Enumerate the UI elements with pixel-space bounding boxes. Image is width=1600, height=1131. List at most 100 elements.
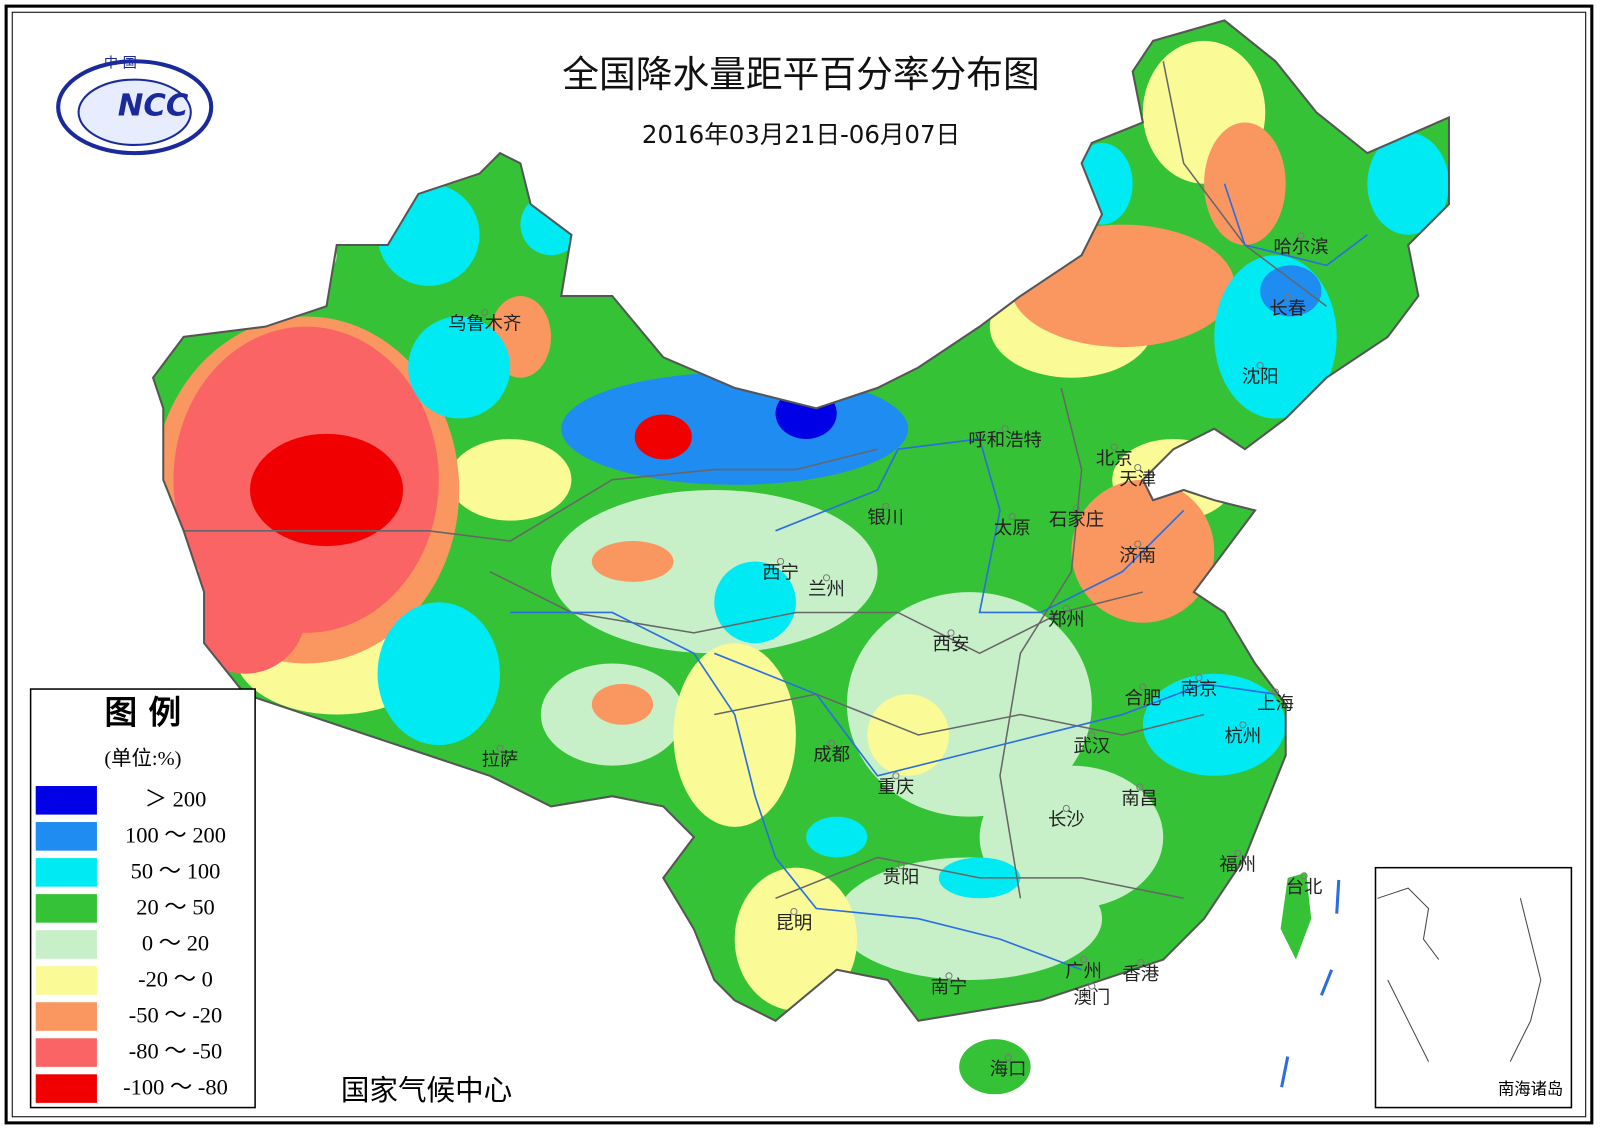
shade-region xyxy=(377,602,500,746)
boundary xyxy=(489,570,1144,655)
city-name: 南昌 xyxy=(1121,788,1158,809)
shade-region xyxy=(836,857,1103,980)
shade-region xyxy=(153,214,337,297)
legend-swatch xyxy=(35,894,97,923)
city-name: 昆明 xyxy=(776,913,813,934)
shade-region xyxy=(1367,132,1449,235)
city-name: 台北 xyxy=(1286,877,1323,898)
outer-frame xyxy=(4,4,1594,1125)
shade-region xyxy=(634,414,692,460)
city-name: 杭州 xyxy=(1224,726,1261,747)
south-sea-inset: 南海诸岛 xyxy=(1374,866,1573,1109)
boundary xyxy=(1162,61,1327,307)
city-name: 南京 xyxy=(1181,679,1218,700)
title: 全国降水量距平百分率分布图 xyxy=(562,53,1039,96)
inset-label: 南海诸岛 xyxy=(1498,1080,1563,1099)
legend-swatch xyxy=(35,786,97,815)
city-dot xyxy=(1300,872,1308,880)
city-name: 南宁 xyxy=(931,977,968,998)
city-name: 成都 xyxy=(813,744,850,765)
dash xyxy=(1280,1056,1290,1088)
city-name: 郑州 xyxy=(1048,610,1085,631)
city-dot xyxy=(496,744,504,752)
logo-ring xyxy=(56,59,214,156)
logo: 中 国 NCC xyxy=(56,54,214,156)
city-name: 北京 xyxy=(1096,448,1133,469)
shade-region xyxy=(714,561,796,644)
river xyxy=(1223,183,1368,267)
city-name: 石家庄 xyxy=(1049,510,1104,531)
city-name: 天津 xyxy=(1119,469,1156,490)
city-dot xyxy=(1234,849,1242,857)
shade-region xyxy=(1204,122,1286,245)
city-dot xyxy=(1062,804,1070,813)
dash xyxy=(1335,879,1341,914)
city-dot xyxy=(897,862,905,870)
shade-region xyxy=(183,551,307,674)
boundary xyxy=(183,448,878,542)
city-name: 福州 xyxy=(1219,855,1256,876)
shade-region xyxy=(561,372,909,485)
city-name: 兰州 xyxy=(808,579,845,600)
legend-title: 图 例 xyxy=(105,694,182,732)
legend-swatch xyxy=(35,1038,97,1067)
logo-globe xyxy=(77,78,192,146)
city-name: 太原 xyxy=(994,518,1031,539)
city-dot xyxy=(892,772,900,780)
boundary xyxy=(999,387,1083,899)
city-dot xyxy=(1239,721,1247,729)
city-name: 呼和浩特 xyxy=(968,430,1041,451)
city-name: 银川 xyxy=(867,508,904,529)
boundary xyxy=(775,856,1184,900)
legend-swatch xyxy=(35,1074,97,1103)
city-dot xyxy=(1088,982,1096,990)
city-name: 长沙 xyxy=(1048,810,1085,831)
legend-label: -20 ～ 0 xyxy=(138,967,213,992)
shade-region xyxy=(591,541,674,582)
inset-frame xyxy=(1374,866,1573,1109)
city-dot xyxy=(1271,688,1280,696)
city-dot xyxy=(481,308,489,316)
city-dot xyxy=(822,574,831,582)
city-name: 合肥 xyxy=(1124,688,1161,709)
city-name: 贵阳 xyxy=(883,867,920,888)
city-name: 武汉 xyxy=(1073,736,1110,757)
city-dot xyxy=(1139,683,1147,691)
city-dot xyxy=(1110,443,1118,451)
boundary xyxy=(714,693,1205,736)
city-name: 哈尔滨 xyxy=(1273,237,1328,258)
city-name: 济南 xyxy=(1119,545,1156,566)
city-dot xyxy=(1256,361,1264,370)
city-dot xyxy=(777,557,785,566)
dash xyxy=(1319,969,1334,996)
city-name: 澳门 xyxy=(1073,987,1110,1008)
nine-dash-marks xyxy=(1280,879,1341,1088)
city-name: 香港 xyxy=(1122,964,1159,985)
city-name: 西安 xyxy=(933,634,970,655)
legend: 图 例 (单位:%) ＞ 200 100 ～ 200 50 ～ 100 20 ～ 50… xyxy=(29,688,256,1109)
city-dot xyxy=(882,502,890,510)
city-dot xyxy=(1195,674,1203,682)
city-name: 乌鲁木齐 xyxy=(448,314,521,335)
shade-region xyxy=(591,683,654,725)
shade-region xyxy=(408,316,511,419)
city-name: 拉萨 xyxy=(482,749,519,770)
shade-region xyxy=(249,433,404,547)
shade-region xyxy=(734,867,858,1011)
city-dot xyxy=(945,972,953,980)
legend-label: -80 ～ -50 xyxy=(129,1039,222,1064)
legend-label: -50 ～ -20 xyxy=(129,1003,222,1028)
city-name: 西宁 xyxy=(762,563,799,584)
river xyxy=(510,611,1082,971)
shade-region xyxy=(806,816,868,858)
city-dot xyxy=(1134,463,1142,472)
city-dot xyxy=(1080,955,1088,964)
city-dot xyxy=(790,908,798,916)
legend-swatch xyxy=(35,930,97,959)
inner-frame xyxy=(11,11,1587,1118)
shade-region xyxy=(1260,265,1322,317)
legend-swatch xyxy=(35,822,97,851)
